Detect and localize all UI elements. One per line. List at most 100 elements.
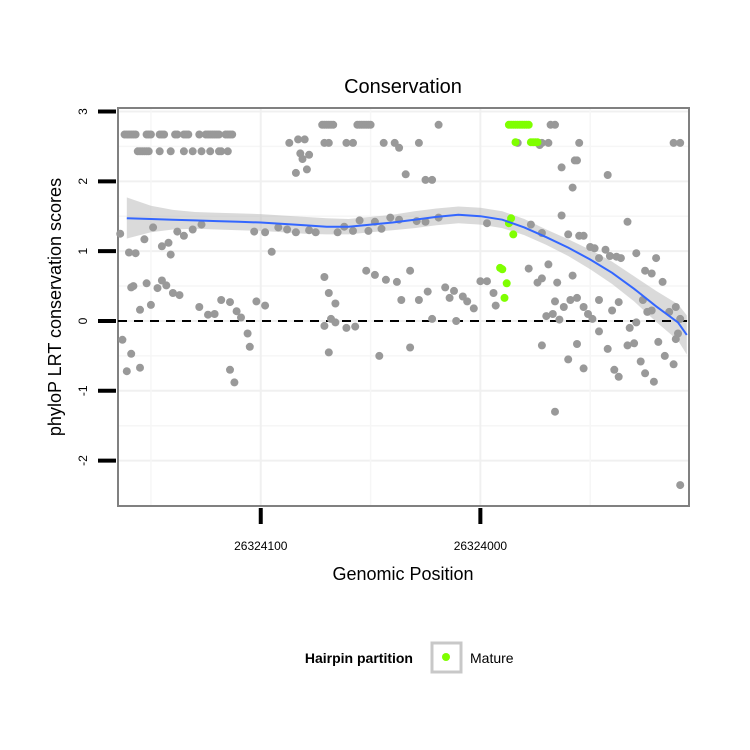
data-point xyxy=(195,303,204,311)
data-point xyxy=(349,138,357,147)
data-point xyxy=(173,130,182,139)
data-point xyxy=(428,175,437,184)
legend-label-mature: Mature xyxy=(470,650,514,666)
data-point xyxy=(217,147,226,156)
data-point xyxy=(320,273,329,281)
data-point xyxy=(414,138,423,147)
data-point xyxy=(421,175,430,184)
legend-key-box xyxy=(430,641,463,674)
data-point xyxy=(671,335,680,344)
data-point xyxy=(445,293,454,302)
data-point xyxy=(595,254,603,263)
data-point xyxy=(305,150,314,159)
data-point xyxy=(573,340,581,348)
data-point xyxy=(228,130,237,139)
data-point xyxy=(573,156,581,165)
data-point xyxy=(658,277,667,286)
data-point xyxy=(452,317,461,325)
x-tick-label: 26324100 xyxy=(234,539,288,553)
data-point xyxy=(551,407,559,416)
data-point xyxy=(579,303,588,311)
data-point xyxy=(333,228,342,237)
data-point xyxy=(676,314,685,323)
data-point xyxy=(647,269,656,278)
data-point xyxy=(434,120,443,129)
data-point xyxy=(603,344,612,353)
data-point xyxy=(223,147,232,156)
y-axis-title: phyloP LRT conservation scores xyxy=(45,178,65,436)
data-point xyxy=(406,266,415,275)
data-point xyxy=(197,220,206,229)
data-point xyxy=(370,270,379,279)
y-tick-label: 3 xyxy=(76,108,90,115)
data-point xyxy=(579,231,588,240)
data-point xyxy=(595,327,603,336)
data-point xyxy=(144,147,153,156)
data-point xyxy=(564,355,573,364)
data-point xyxy=(140,235,149,244)
mature-point xyxy=(533,138,542,147)
data-point xyxy=(397,296,406,304)
data-point xyxy=(245,342,254,351)
data-point xyxy=(636,357,645,366)
data-point xyxy=(331,299,340,308)
data-point xyxy=(230,378,239,387)
data-point xyxy=(647,306,656,315)
y-tick-label: 0 xyxy=(76,317,90,324)
data-point xyxy=(206,147,215,156)
loess-smooth-line xyxy=(126,213,688,336)
data-point xyxy=(379,138,388,147)
data-point xyxy=(291,168,300,177)
data-point xyxy=(349,226,357,235)
data-point xyxy=(157,242,166,251)
data-point xyxy=(555,315,564,324)
data-point xyxy=(601,245,610,254)
data-point xyxy=(579,364,588,373)
data-point xyxy=(548,310,557,318)
data-point xyxy=(324,138,333,147)
data-point xyxy=(217,296,226,304)
data-point xyxy=(164,238,173,247)
data-point xyxy=(168,289,177,297)
data-point xyxy=(237,313,245,322)
data-point xyxy=(641,266,650,275)
data-point xyxy=(149,223,158,232)
data-point xyxy=(676,481,685,490)
data-point xyxy=(641,369,650,378)
data-point xyxy=(160,130,169,139)
data-point xyxy=(285,138,294,147)
data-point xyxy=(274,223,283,232)
data-point xyxy=(392,277,401,286)
data-point xyxy=(291,228,300,237)
data-point xyxy=(489,289,498,297)
data-point xyxy=(608,306,617,315)
y-tick-label: 1 xyxy=(76,247,90,254)
legend-key-mature-point xyxy=(442,653,450,661)
mature-point xyxy=(511,138,520,147)
smooth-line-layer xyxy=(126,213,688,336)
data-point xyxy=(544,260,553,269)
data-point xyxy=(649,377,658,386)
data-point xyxy=(311,228,320,237)
data-point xyxy=(553,278,562,287)
mature-point xyxy=(498,265,507,274)
data-point xyxy=(669,138,678,147)
data-point xyxy=(250,227,259,236)
data-point xyxy=(252,297,261,306)
data-point xyxy=(175,291,184,300)
data-point xyxy=(226,298,234,307)
mature-point xyxy=(507,214,516,223)
data-point xyxy=(131,130,140,139)
data-point xyxy=(395,143,404,152)
data-point xyxy=(362,266,371,275)
x-axis-title: Genomic Position xyxy=(332,564,473,584)
data-point xyxy=(329,120,338,129)
data-point xyxy=(423,287,432,296)
data-point xyxy=(294,135,303,144)
data-point xyxy=(127,349,136,358)
data-point xyxy=(197,147,206,156)
data-point xyxy=(377,224,386,233)
data-point xyxy=(476,277,485,286)
data-point xyxy=(232,307,241,316)
